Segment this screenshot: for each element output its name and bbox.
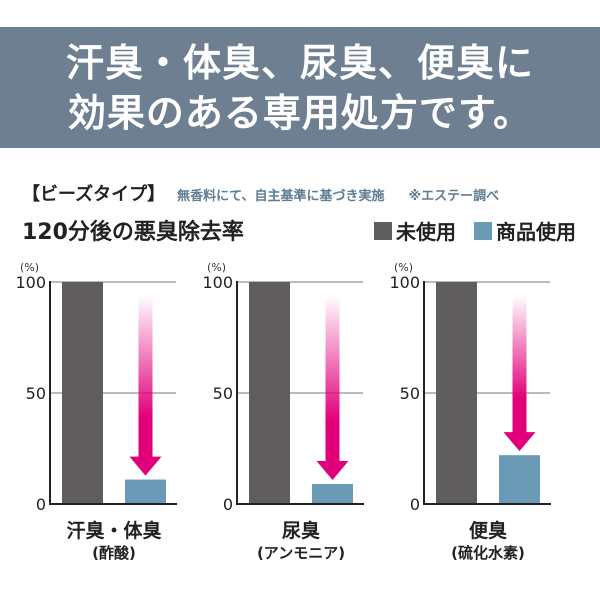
arrow-head <box>316 461 349 481</box>
bar-unused <box>436 282 477 504</box>
headline-line-1: 汗臭・体臭、尿臭、便臭に <box>65 40 534 85</box>
test-conditions: 【ビーズタイプ】 無香料にて、自主基準に基づき実施 ※エステー調べ <box>22 180 499 206</box>
legend-label-unused: 未使用 <box>396 220 456 244</box>
category-label: 汗臭・体臭 <box>66 519 161 542</box>
y-tick-label: 100 <box>389 273 420 292</box>
category-sublabel: (酢酸) <box>92 544 136 562</box>
arrow-shaft <box>325 295 340 463</box>
unit-label: (%) <box>207 261 226 274</box>
y-tick-label: 0 <box>223 495 233 514</box>
unit-label: (%) <box>394 261 413 274</box>
type-tag: 【ビーズタイプ】 <box>22 184 166 205</box>
y-tick-label: 100 <box>15 273 46 292</box>
arrow-shaft <box>138 295 153 458</box>
category-sublabel: (硫化水素) <box>451 544 525 562</box>
test-note: 無香料にて、自主基準に基づき実施 <box>177 189 385 204</box>
bar-product <box>312 484 353 504</box>
y-tick-label: 0 <box>410 495 420 514</box>
source-note: ※エステー調べ <box>408 189 500 204</box>
chart-title: 120分後の悪臭除去率 <box>22 220 244 245</box>
headline-line-2: 効果のある専用処方です。 <box>67 90 533 135</box>
y-tick-label: 0 <box>36 495 46 514</box>
category-label: 便臭 <box>469 519 507 542</box>
legend-swatch-product <box>474 221 492 240</box>
legend-swatch-unused <box>374 221 392 240</box>
bar-product <box>499 455 540 504</box>
unit-label: (%) <box>20 261 39 274</box>
headline-banner: 汗臭・体臭、尿臭、便臭に 効果のある専用処方です。 <box>0 27 600 148</box>
legend-item-unused: 未使用 <box>374 216 456 245</box>
legend-item-product: 商品使用 <box>474 216 576 245</box>
bar-unused <box>249 282 290 504</box>
legend-label-product: 商品使用 <box>496 220 576 244</box>
arrow-shaft <box>512 295 527 434</box>
legend: 未使用 商品使用 <box>356 216 576 245</box>
arrow-head <box>503 432 536 452</box>
category-label: 尿臭 <box>282 519 320 542</box>
category-sublabel: (アンモニア) <box>257 544 345 562</box>
bar-product <box>125 479 166 504</box>
arrow-head <box>129 456 162 476</box>
bar-unused <box>62 282 103 504</box>
y-tick-label: 50 <box>26 384 46 403</box>
y-tick-label: 50 <box>400 384 420 403</box>
y-tick-label: 100 <box>202 273 233 292</box>
y-tick-label: 50 <box>213 384 233 403</box>
